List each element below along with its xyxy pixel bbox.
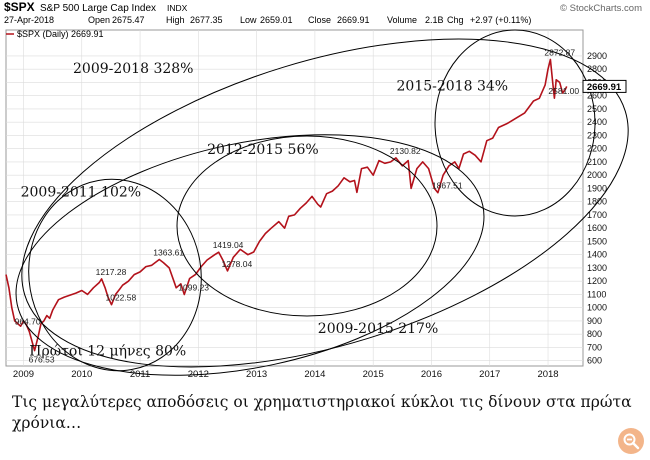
point-label: 1363.61 [153, 248, 184, 258]
y-tick-label: 1700 [587, 210, 607, 220]
annotation-text: Πρώτοι 12 μήνες 80% [29, 343, 186, 359]
y-tick-label: 2600 [587, 91, 607, 101]
close-label: Close [308, 15, 331, 25]
y-tick-label: 1100 [587, 289, 606, 299]
price-chart: 600 700 800 900 1000 1100 1200 1300 1400 1500 1600… [4, 0, 642, 380]
point-label: 1419.04 [213, 240, 244, 250]
point-label: 1278.04 [222, 259, 253, 269]
y-tick-label: 2400 [587, 117, 607, 127]
y-axis: 600 700 800 900 1000 1100 1200 1300 1400 1500 1600… [587, 51, 607, 366]
point-label: 2130.82 [390, 146, 421, 156]
high-label: High [166, 15, 185, 25]
x-tick-label: 2009 [13, 369, 34, 380]
plot-frame [5, 29, 584, 367]
annotation-text: 2009-2011 102% [21, 184, 141, 200]
point-label: 1099.23 [178, 283, 209, 293]
y-tick-label: 2800 [587, 64, 607, 74]
zoom-icon [623, 433, 640, 450]
y-tick-label: 600 [587, 356, 602, 366]
symbol: $SPX [4, 0, 35, 14]
y-tick-label: 1800 [587, 197, 607, 207]
caption: Τις μεγαλύτερες αποδόσεις οι χρηματιστηρ… [12, 393, 632, 432]
last-value-box [582, 79, 627, 93]
y-tick-label: 2900 [587, 51, 607, 61]
y-tick-label: 1200 [587, 276, 607, 286]
point-label: 2581.00 [548, 86, 579, 96]
zoom-button[interactable] [618, 428, 644, 454]
exchange: INDX [167, 3, 188, 13]
watermark: © StockCharts.com [560, 3, 642, 14]
cycle-ellipse [28, 178, 202, 372]
point-label: 1867.51 [432, 181, 463, 191]
low-value: 2659.01 [260, 15, 293, 25]
cycle-ellipse [15, 134, 485, 376]
low-label: Low [240, 15, 257, 25]
y-tick-label: 1600 [587, 223, 607, 233]
y-tick-label: 800 [587, 329, 602, 339]
annotation-text: 2009-2015 217% [318, 321, 438, 337]
x-tick-label: 2015 [363, 369, 384, 380]
x-tick-label: 2013 [246, 369, 267, 380]
y-tick-label: 1300 [587, 263, 607, 273]
point-label: 2872.87 [544, 48, 575, 58]
y-tick-label: 2300 [587, 130, 607, 140]
open-value: 2675.47 [112, 15, 145, 25]
x-tick-label: 2014 [304, 369, 325, 380]
cycle-ellipses [15, 29, 629, 376]
y-tick-label: 2100 [587, 157, 607, 167]
y-tick-label: 1400 [587, 250, 607, 260]
y-tick-label: 900 [587, 316, 602, 326]
y-tick-label: 1900 [587, 183, 607, 193]
y-tick-label: 2200 [587, 144, 607, 154]
index-name: S&P 500 Large Cap Index [40, 3, 156, 14]
date: 27-Apr-2018 [4, 15, 54, 25]
volume-label: Volume [387, 15, 417, 25]
grid [5, 29, 584, 367]
point-label: 676.53 [29, 355, 55, 365]
volume-value: 2.1B [425, 15, 444, 25]
close-value: 2669.91 [337, 15, 370, 25]
high-value: 2677.35 [190, 15, 223, 25]
y-tick-label: 1500 [587, 236, 607, 246]
chart-svg: 600 700 800 900 1000 1100 1200 1300 1400 1500 1600… [4, 0, 642, 380]
x-tick-label: 2016 [421, 369, 442, 380]
x-tick-label: 2011 [130, 369, 150, 380]
cycle-ellipse [434, 29, 596, 217]
annotation-text: 2012-2015 56% [207, 142, 319, 158]
chg-label: Chg [447, 15, 464, 25]
cycle-ellipse [176, 135, 438, 317]
open-label: Open [88, 15, 110, 25]
y-tick-label: 700 [587, 342, 602, 352]
series-line [5, 58, 568, 352]
x-tick-label: 2017 [479, 369, 500, 380]
x-tick-label: 2018 [537, 369, 558, 380]
x-axis: 2009 2010 2011 2012 2013 2014 2015 2016 2017 2018 [13, 369, 559, 380]
series-layer [5, 58, 568, 352]
annotation-text: 2015-2018 34% [397, 78, 509, 94]
y-tick-label: 1000 [587, 303, 607, 313]
x-tick-label: 2010 [71, 369, 92, 380]
annotations: 2009-2018 328% 2015-2018 34% 2012-2015 56%… [21, 61, 508, 359]
chg-value: +2.97 (+0.11%) [470, 15, 531, 25]
point-label: 964.70 [15, 316, 41, 326]
last-value-label: 2669.91 [587, 82, 622, 93]
point-label: 1022.58 [106, 293, 137, 303]
point-label: 1217.28 [96, 267, 127, 277]
y-tick-label: 2000 [587, 170, 607, 180]
cycle-ellipse [21, 38, 629, 368]
legend-label: $SPX (Daily) 2669.91 [17, 29, 104, 39]
annotation-text: 2009-2018 328% [73, 61, 193, 77]
y-tick-label: 2500 [587, 104, 607, 114]
point-labels: 676.53 964.70 1217.28 1022.58 1363.61 1099.23… [15, 48, 580, 365]
